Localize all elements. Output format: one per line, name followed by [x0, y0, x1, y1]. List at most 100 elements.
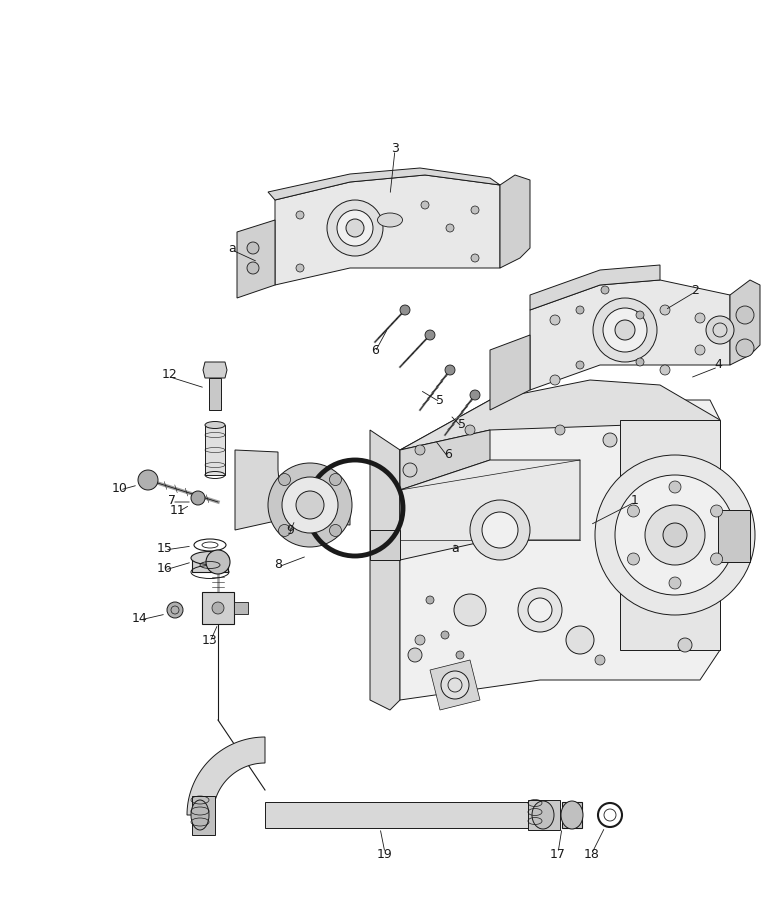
Text: a: a: [228, 242, 236, 254]
Polygon shape: [203, 362, 227, 378]
Circle shape: [425, 330, 435, 340]
Text: 15: 15: [157, 541, 173, 555]
Circle shape: [191, 491, 205, 505]
Text: 7: 7: [168, 494, 176, 506]
Circle shape: [327, 200, 383, 256]
Polygon shape: [400, 460, 580, 560]
Circle shape: [660, 305, 670, 315]
Circle shape: [329, 524, 342, 537]
Ellipse shape: [191, 800, 209, 830]
Circle shape: [415, 635, 425, 645]
Polygon shape: [265, 802, 530, 828]
Polygon shape: [400, 430, 490, 490]
Polygon shape: [718, 510, 750, 562]
Text: 13: 13: [202, 634, 218, 646]
Circle shape: [470, 500, 530, 560]
Circle shape: [296, 491, 324, 519]
Circle shape: [576, 306, 584, 314]
Polygon shape: [430, 660, 480, 710]
Circle shape: [518, 588, 562, 632]
Circle shape: [636, 358, 644, 366]
Circle shape: [329, 474, 342, 485]
Polygon shape: [530, 265, 660, 310]
Text: 12: 12: [162, 369, 178, 381]
Polygon shape: [235, 450, 350, 530]
Circle shape: [279, 524, 290, 537]
Text: 17: 17: [550, 849, 566, 861]
Polygon shape: [202, 592, 234, 624]
Polygon shape: [237, 220, 275, 298]
Circle shape: [445, 365, 455, 375]
Circle shape: [576, 361, 584, 369]
Circle shape: [615, 475, 735, 595]
Text: 3: 3: [391, 141, 399, 155]
Ellipse shape: [191, 551, 229, 565]
Polygon shape: [275, 175, 500, 285]
Circle shape: [421, 201, 429, 209]
Circle shape: [441, 631, 449, 639]
Text: 4: 4: [714, 359, 722, 371]
Circle shape: [603, 433, 617, 447]
Circle shape: [408, 648, 422, 662]
Ellipse shape: [205, 422, 225, 429]
Circle shape: [268, 463, 352, 547]
Circle shape: [247, 262, 259, 274]
Circle shape: [593, 298, 657, 362]
Circle shape: [482, 512, 518, 548]
Text: 9: 9: [286, 523, 294, 537]
Circle shape: [706, 316, 734, 344]
Text: 14: 14: [132, 611, 148, 625]
Circle shape: [710, 553, 723, 565]
Circle shape: [426, 596, 434, 604]
Circle shape: [441, 671, 469, 699]
Polygon shape: [209, 378, 221, 410]
Circle shape: [710, 505, 723, 517]
Text: a: a: [451, 541, 459, 555]
Circle shape: [415, 445, 425, 455]
Circle shape: [337, 210, 373, 246]
Polygon shape: [192, 558, 228, 572]
Circle shape: [660, 365, 670, 375]
Circle shape: [669, 577, 681, 589]
Text: 16: 16: [157, 562, 173, 574]
Circle shape: [736, 339, 754, 357]
Text: 2: 2: [691, 283, 699, 297]
Polygon shape: [530, 280, 730, 390]
Circle shape: [212, 602, 224, 614]
Circle shape: [615, 320, 635, 340]
Circle shape: [465, 425, 475, 435]
Polygon shape: [192, 796, 215, 835]
Polygon shape: [490, 335, 530, 410]
Circle shape: [601, 286, 609, 294]
Circle shape: [470, 390, 480, 400]
Circle shape: [636, 311, 644, 319]
Text: 1: 1: [631, 494, 639, 506]
Polygon shape: [187, 737, 265, 815]
Circle shape: [550, 375, 560, 385]
Circle shape: [296, 264, 304, 272]
Circle shape: [595, 455, 755, 615]
Circle shape: [555, 425, 565, 435]
Polygon shape: [620, 420, 720, 650]
Circle shape: [695, 313, 705, 323]
Circle shape: [167, 602, 183, 618]
Circle shape: [627, 553, 640, 565]
Circle shape: [296, 211, 304, 219]
Circle shape: [279, 474, 290, 485]
Polygon shape: [400, 380, 720, 450]
Polygon shape: [730, 280, 760, 365]
Polygon shape: [528, 800, 560, 830]
Ellipse shape: [561, 801, 583, 829]
Polygon shape: [370, 530, 400, 560]
Circle shape: [566, 626, 594, 654]
Circle shape: [454, 594, 486, 626]
Text: 11: 11: [170, 503, 186, 517]
Text: 19: 19: [377, 849, 393, 861]
Circle shape: [282, 477, 338, 533]
Polygon shape: [562, 802, 582, 828]
Circle shape: [138, 470, 158, 490]
Circle shape: [247, 242, 259, 254]
Circle shape: [669, 481, 681, 493]
Polygon shape: [205, 425, 225, 475]
Circle shape: [446, 224, 454, 232]
